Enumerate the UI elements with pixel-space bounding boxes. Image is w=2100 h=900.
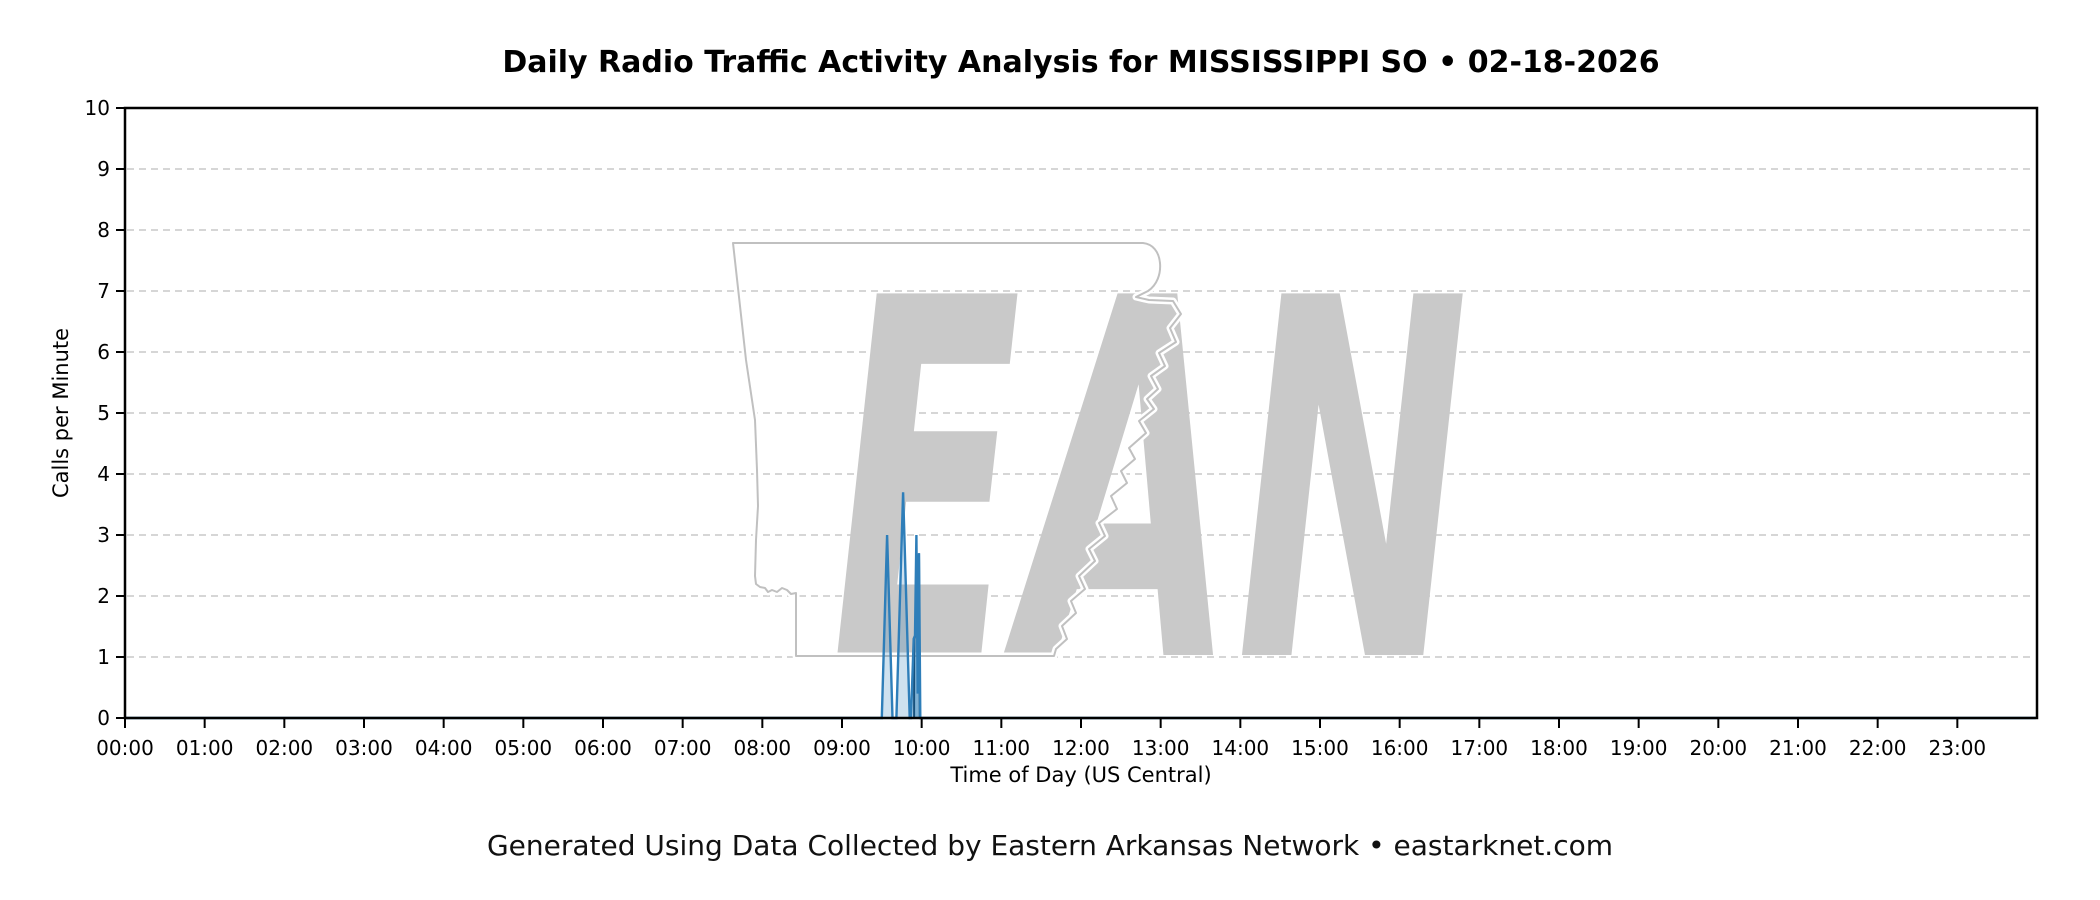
x-tick-label: 01:00 bbox=[176, 736, 234, 760]
state-outline-layer bbox=[729, 239, 1185, 660]
arkansas-outline bbox=[732, 242, 1182, 657]
x-tick-label: 04:00 bbox=[415, 736, 473, 760]
chart-title: Daily Radio Traffic Activity Analysis fo… bbox=[502, 45, 1659, 80]
x-tick-label: 05:00 bbox=[495, 736, 553, 760]
x-tick-label: 23:00 bbox=[1929, 736, 1987, 760]
y-tick-label: 5 bbox=[97, 401, 110, 425]
x-tick-label: 07:00 bbox=[654, 736, 712, 760]
x-tick-label: 08:00 bbox=[734, 736, 792, 760]
y-tick-label: 4 bbox=[97, 462, 110, 486]
x-tick-label: 14:00 bbox=[1212, 736, 1270, 760]
x-tick-label: 00:00 bbox=[96, 736, 154, 760]
y-tick-label: 2 bbox=[97, 584, 110, 608]
y-tick-label: 8 bbox=[97, 218, 110, 242]
x-tick-label: 16:00 bbox=[1371, 736, 1429, 760]
footer-attribution: Generated Using Data Collected by Easter… bbox=[487, 829, 1613, 862]
x-tick-label: 06:00 bbox=[574, 736, 632, 760]
x-tick-label: 10:00 bbox=[893, 736, 951, 760]
axis-tick-layer: 0 1 2 3 4 5 6 7 8 9 10 00:00 01:00 02:00 03:00 04:00 05:… bbox=[85, 96, 1987, 760]
y-tick-label: 7 bbox=[97, 279, 110, 303]
watermark-layer: EAN bbox=[831, 195, 1468, 772]
y-tick-label: 6 bbox=[97, 340, 110, 364]
watermark-ean-text: EAN bbox=[831, 195, 1468, 772]
x-tick-label: 20:00 bbox=[1690, 736, 1748, 760]
x-tick-label: 18:00 bbox=[1530, 736, 1588, 760]
x-tick-label: 22:00 bbox=[1849, 736, 1907, 760]
x-tick-label: 03:00 bbox=[335, 736, 393, 760]
y-tick-label: 9 bbox=[97, 157, 110, 181]
x-tick-label: 13:00 bbox=[1132, 736, 1190, 760]
x-tick-label: 11:00 bbox=[973, 736, 1031, 760]
x-tick-label: 17:00 bbox=[1451, 736, 1509, 760]
y-tick-label: 1 bbox=[97, 645, 110, 669]
x-tick-label: 12:00 bbox=[1052, 736, 1110, 760]
x-tick-label: 19:00 bbox=[1610, 736, 1668, 760]
x-tick-label: 02:00 bbox=[256, 736, 314, 760]
x-axis-label: Time of Day (US Central) bbox=[949, 763, 1211, 787]
y-axis-label: Calls per Minute bbox=[49, 328, 73, 498]
y-tick-label: 0 bbox=[97, 706, 110, 730]
x-tick-label: 09:00 bbox=[813, 736, 871, 760]
x-tick-label: 21:00 bbox=[1769, 736, 1827, 760]
y-tick-label: 10 bbox=[85, 96, 110, 120]
x-tick-label: 15:00 bbox=[1291, 736, 1349, 760]
y-tick-label: 3 bbox=[97, 523, 110, 547]
